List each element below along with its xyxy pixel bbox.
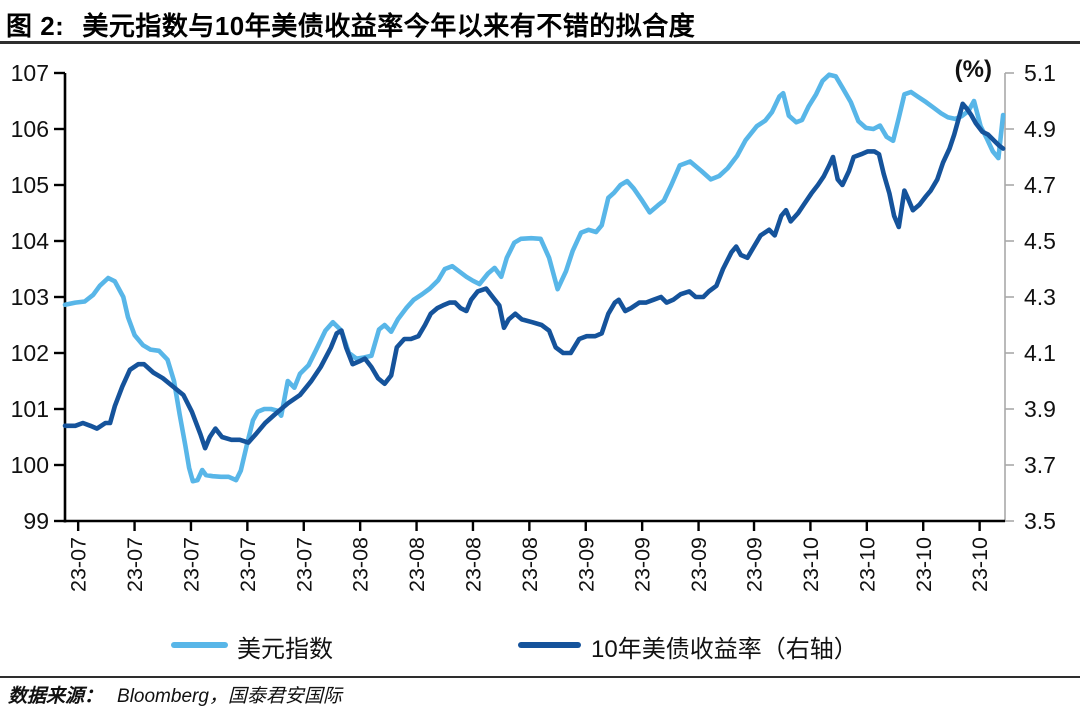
legend-swatch-treasury-yield: [518, 642, 581, 648]
usd-index-line: [62, 72, 1006, 484]
legend-label-treasury-yield: 10年美债收益率（右轴）: [591, 636, 858, 663]
data-source-label: 数据来源：: [8, 686, 104, 706]
x-axis-tick-label: 23-07: [236, 537, 260, 592]
right-axis-tick-label: 4.1: [1024, 340, 1056, 366]
x-axis-tick-label: 23-09: [687, 537, 711, 592]
figure-label: 图 2:: [6, 11, 65, 41]
left-axis-tick-label: 103: [11, 284, 49, 310]
right-axis-tick-label: 4.7: [1024, 172, 1056, 198]
x-axis-tick-label: 23-09: [631, 537, 655, 592]
legend-label-usd-index: 美元指数: [237, 636, 333, 663]
x-axis-tick-label: 23-07: [292, 537, 316, 592]
left-axis-tick-label: 102: [11, 340, 49, 366]
x-axis-tick-label: 23-07: [179, 537, 203, 592]
right-axis-tick-label: 3.9: [1024, 396, 1056, 422]
x-axis-tick-label: 23-10: [912, 537, 936, 592]
data-source-text: Bloomberg，国泰君安国际: [117, 686, 342, 706]
chart-legend: 美元指数 10年美债收益率（右轴）: [0, 628, 1080, 663]
right-axis-tick-label: 3.5: [1024, 508, 1056, 534]
data-source-line: 数据来源： Bloomberg，国泰君安国际: [8, 681, 1068, 706]
chart-title-row: 图 2: 美元指数与10年美债收益率今年以来有不错的拟合度: [6, 6, 1076, 41]
treasury-yield-line: [62, 101, 1006, 451]
x-axis-tick-label: 23-10: [855, 537, 879, 592]
right-axis-tick-label: 4.5: [1024, 228, 1056, 254]
right-axis-unit-label: (%): [954, 56, 992, 83]
legend-swatch-usd-index: [171, 642, 228, 648]
x-axis-tick-label: 23-10: [799, 537, 823, 592]
left-axis-tick-label: 99: [23, 508, 49, 534]
x-axis-tick-label: 23-07: [123, 537, 147, 592]
title-divider: [0, 41, 1080, 44]
footer-divider: [0, 676, 1080, 678]
x-axis-tick-label: 23-08: [405, 537, 429, 592]
left-axis-tick-label: 105: [11, 172, 49, 198]
x-axis-tick-label: 23-08: [349, 537, 373, 592]
page-title: 美元指数与10年美债收益率今年以来有不错的拟合度: [82, 11, 696, 41]
x-axis-tick-label: 23-08: [518, 537, 542, 592]
x-axis-tick-label: 23-10: [968, 537, 992, 592]
x-axis-tick-label: 23-08: [461, 537, 485, 592]
x-axis-tick-label: 23-09: [574, 537, 598, 592]
right-axis-tick-label: 3.7: [1024, 452, 1056, 478]
right-axis-tick-label: 4.9: [1024, 116, 1056, 142]
x-axis-tick-label: 23-09: [743, 537, 767, 592]
left-axis-tick-label: 101: [11, 396, 49, 422]
left-axis-tick-label: 107: [11, 60, 49, 86]
left-axis-tick-label: 106: [11, 116, 49, 142]
left-axis-tick-label: 104: [11, 228, 50, 254]
left-axis-tick-label: 100: [11, 452, 49, 478]
right-axis-tick-label: 4.3: [1024, 284, 1056, 310]
x-axis-tick-label: 23-07: [67, 537, 91, 592]
right-axis-tick-label: 5.1: [1024, 60, 1056, 86]
